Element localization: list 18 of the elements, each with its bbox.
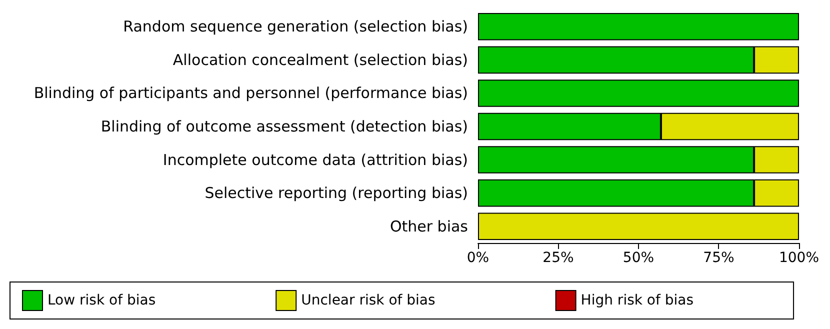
y-tick-label: Allocation concealment (selection bias) bbox=[172, 50, 468, 69]
x-tick-label: 75% bbox=[703, 250, 734, 266]
x-tick-label: 50% bbox=[622, 250, 654, 266]
bar bbox=[478, 80, 799, 107]
y-tick-label: Incomplete outcome data (attrition bias) bbox=[162, 150, 468, 169]
legend-label: High risk of bias bbox=[580, 292, 694, 308]
bar bbox=[478, 12, 799, 40]
y-tick-label: Blinding of participants and personnel (performance bias) bbox=[34, 84, 468, 102]
x-tick-label: 100% bbox=[778, 250, 820, 266]
bar bbox=[478, 212, 799, 240]
y-tick-label: Selective reporting (reporting bias) bbox=[204, 184, 468, 202]
legend-label: Low risk of bias bbox=[48, 292, 156, 308]
y-tick-label: Random sequence generation (selection bias) bbox=[123, 18, 468, 36]
y-tick-label: Blinding of outcome assessment (detection bias) bbox=[100, 118, 468, 136]
x-tick-label: 25% bbox=[542, 250, 574, 266]
legend-label: Unclear risk of bias bbox=[301, 292, 436, 308]
y-tick-label: Other bias bbox=[390, 217, 468, 236]
x-tick-label: 0% bbox=[466, 250, 490, 266]
